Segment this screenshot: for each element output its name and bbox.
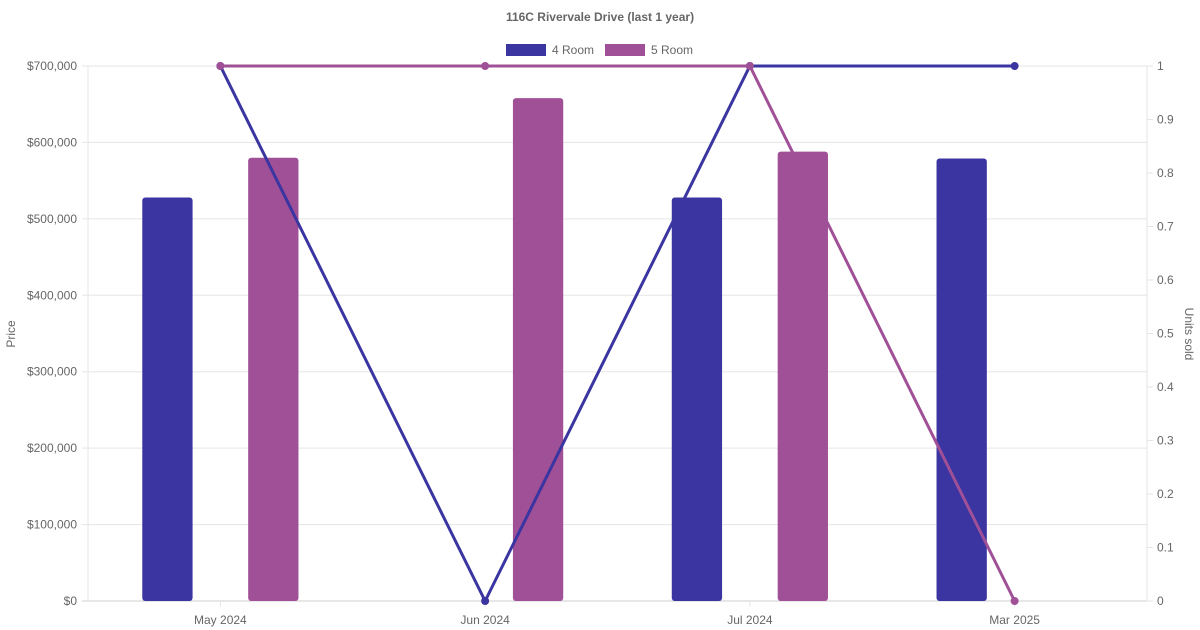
y-right-tick-label: 0.5 [1157,327,1174,341]
bar-5-room-may-2024[interactable] [248,157,299,601]
legend-swatch-5-room[interactable] [605,44,645,56]
y-right-tick-label: 0.1 [1157,541,1174,555]
bar-4-room-jul-2024[interactable] [671,197,723,601]
point-5-room-jun-2024[interactable] [481,62,490,70]
point-5-room-jul-2024[interactable] [745,62,754,70]
grid-lines [82,65,1148,602]
y-axis-left-title: Price [4,320,18,348]
y-right-tick-label: 0.3 [1157,434,1174,448]
chart-title: 116C Rivervale Drive (last 1 year) [506,10,694,24]
bar-5-room-jun-2024[interactable] [512,98,564,601]
bar-4-room-may-2024[interactable] [142,197,193,601]
y-left-tick-label: $0 [64,594,78,608]
line-4-room[interactable] [219,64,1015,605]
x-axis: May 2024 Jun 2024 Jul 2024 Mar 2025 [194,601,1040,627]
legend-label-5-room[interactable]: 5 Room [651,43,693,57]
y-right-tick-label: 0.6 [1157,273,1174,287]
point-5-room-mar-2025[interactable] [1010,597,1019,605]
point-4-room-mar-2025[interactable] [1010,62,1019,70]
y-left-tick-label: $100,000 [27,518,77,532]
y-axis-right-title: Units sold [1182,308,1196,361]
legend-swatch-4-room[interactable] [506,44,546,56]
point-4-room-jun-2024[interactable] [481,597,490,605]
y-right-tick-label: 0.4 [1157,380,1174,394]
y-left-tick-label: $400,000 [27,288,77,302]
y-left-tick-label: $300,000 [27,365,77,379]
y-axis-right: 0 0.1 0.2 0.3 0.4 0.5 0.6 0.7 0.8 0.9 1 [1147,59,1174,608]
y-right-tick-label: 0.7 [1157,220,1174,234]
line-series [216,62,1019,605]
y-right-tick-label: 0.9 [1157,113,1174,127]
y-left-tick-label: $700,000 [27,59,77,73]
x-tick-label: Mar 2025 [989,613,1040,627]
y-left-tick-label: $500,000 [27,212,77,226]
point-5-room-may-2024[interactable] [216,62,225,70]
bar-series [142,98,987,601]
legend-label-4-room[interactable]: 4 Room [552,43,594,57]
y-right-tick-label: 0.2 [1157,487,1174,501]
legend[interactable]: 4 Room 5 Room [506,43,693,57]
y-right-tick-label: 0.8 [1157,166,1174,180]
y-left-tick-label: $200,000 [27,441,77,455]
x-tick-label: May 2024 [194,613,247,627]
bar-5-room-jul-2024[interactable] [777,151,828,601]
y-right-tick-label: 0 [1157,594,1164,608]
bar-4-room-mar-2025[interactable] [936,158,987,601]
y-right-tick-label: 1 [1157,59,1164,73]
x-tick-label: Jul 2024 [727,613,773,627]
y-left-tick-label: $600,000 [27,135,77,149]
x-tick-label: Jun 2024 [460,613,510,627]
line-5-room[interactable] [220,64,1016,602]
y-axis-left: $0 $100,000 $200,000 $300,000 $400,000 $500,0… [27,59,77,608]
